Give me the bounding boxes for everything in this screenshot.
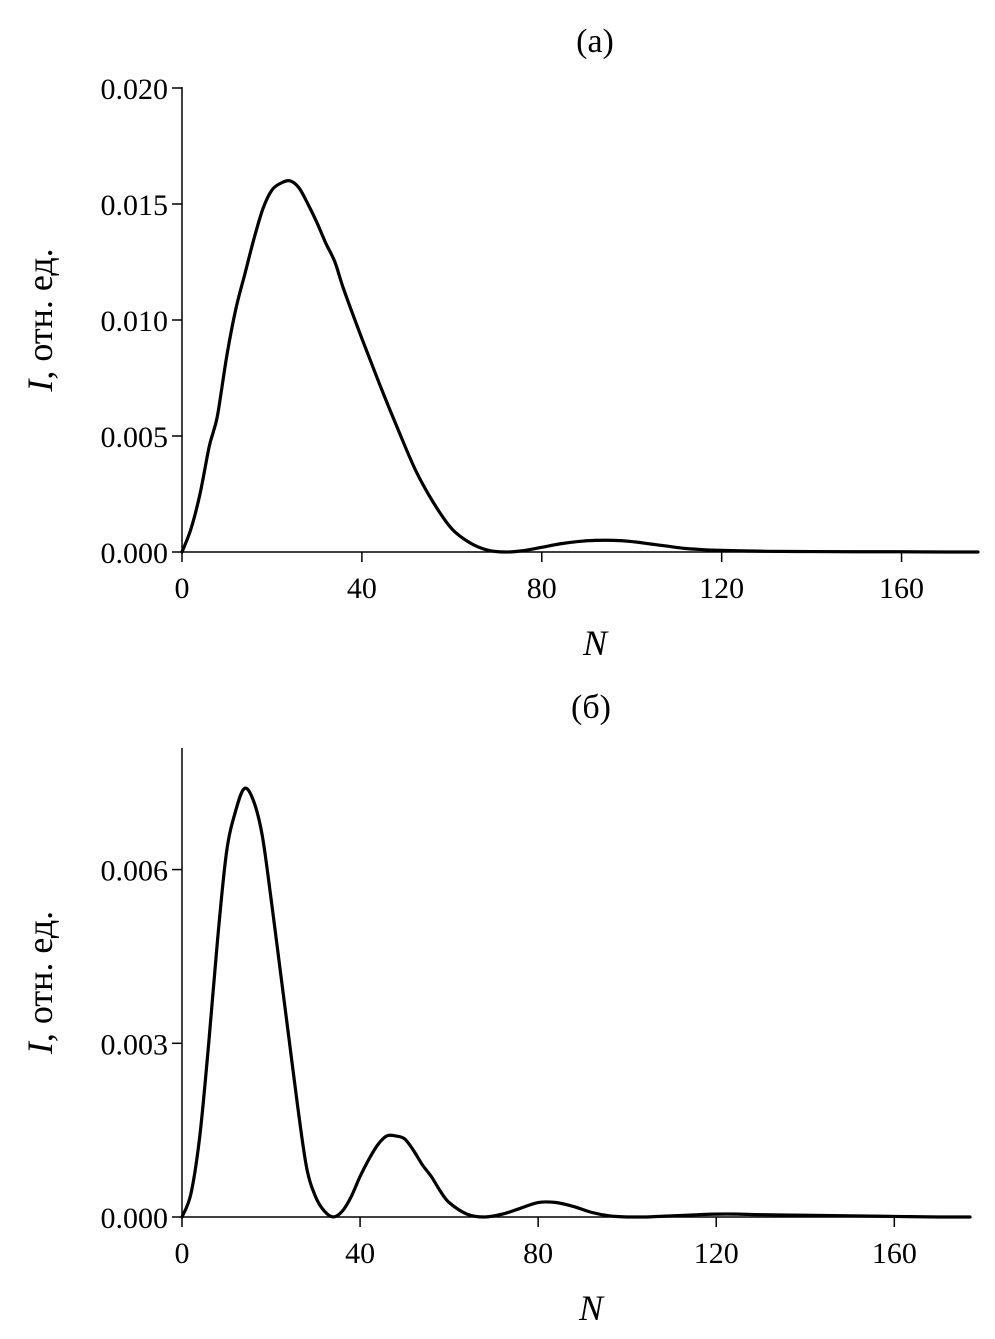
chart-panel-a: 0.000 0.005 0.010 0.015 0.020 0 40 80 120 160 (a) N… bbox=[20, 23, 980, 663]
series-line bbox=[180, 786, 972, 1219]
chart-panel-b: 0.000 0.003 0.006 0 40 80 120 160 (б) N I, отн. ед… bbox=[20, 689, 972, 1328]
x-axis-title: N bbox=[578, 1288, 605, 1328]
y-axis-title-units: , отн. ед. bbox=[20, 911, 60, 1042]
y-axis-title: I, отн. ед. bbox=[20, 248, 60, 392]
x-axis-title: N bbox=[582, 623, 609, 663]
panel-label: (a) bbox=[576, 23, 614, 60]
x-tick-label: 160 bbox=[872, 1237, 917, 1270]
series-line bbox=[180, 179, 980, 554]
x-tick-label: 120 bbox=[699, 572, 744, 605]
y-tick-label: 0.010 bbox=[101, 305, 169, 338]
x-tick-label: 80 bbox=[523, 1237, 553, 1270]
x-tick-label: 0 bbox=[175, 572, 190, 605]
y-axis-title-symbol: I bbox=[20, 1040, 60, 1055]
y-tick-label: 0.005 bbox=[101, 421, 169, 454]
y-tick-label: 0.000 bbox=[101, 1202, 169, 1235]
x-tick-label: 120 bbox=[694, 1237, 739, 1270]
panel-label: (б) bbox=[571, 689, 611, 726]
x-tick-label: 0 bbox=[175, 1237, 190, 1270]
y-tick-label: 0.003 bbox=[101, 1028, 169, 1061]
y-tick-label: 0.015 bbox=[101, 189, 169, 222]
x-tick-label: 160 bbox=[879, 572, 924, 605]
x-tick-label: 40 bbox=[345, 1237, 375, 1270]
x-tick-label: 40 bbox=[347, 572, 377, 605]
y-axis-title-symbol: I bbox=[20, 378, 60, 393]
y-axis-title: I, отн. ед. bbox=[20, 911, 60, 1055]
y-tick-label: 0.020 bbox=[101, 73, 169, 106]
x-tick-label: 80 bbox=[527, 572, 557, 605]
y-tick-label: 0.000 bbox=[101, 537, 169, 570]
y-axis-title-units: , отн. ед. bbox=[20, 248, 60, 379]
y-tick-label: 0.006 bbox=[101, 855, 169, 888]
